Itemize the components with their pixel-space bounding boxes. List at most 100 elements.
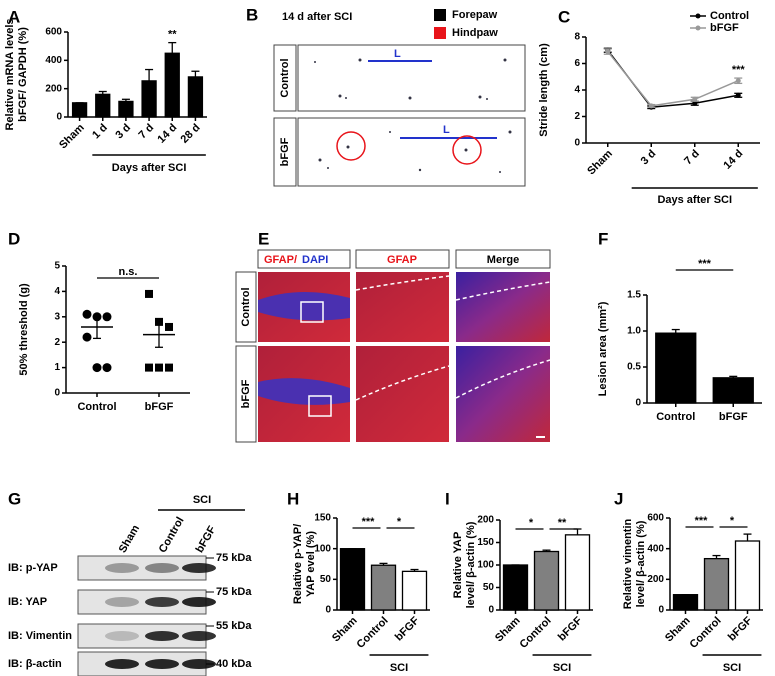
panel-letter: A: [8, 7, 20, 26]
significance: ***: [362, 516, 376, 528]
y-axis-label: level/ β-actin (%): [635, 520, 647, 607]
panel-letter: H: [287, 489, 299, 508]
row-label: bFGF: [240, 379, 252, 408]
y-tick-label: 0: [488, 605, 494, 616]
y-tick-label: 1.5: [627, 290, 641, 301]
border-line: [355, 365, 450, 401]
blot-row-label: IB: β-actin: [8, 658, 62, 670]
y-tick-label: 2: [54, 337, 60, 348]
y-axis-label: Relative vimentin: [622, 518, 634, 609]
x-axis-label: Days after SCI: [112, 162, 187, 174]
panel-letter: C: [558, 7, 570, 26]
y-tick-label: 0: [325, 605, 331, 616]
y-tick-label: 150: [477, 537, 494, 548]
point: [735, 92, 741, 98]
row-label-box: [273, 44, 297, 112]
panel-b: B 14 d after SCI Forepaw Hindpaw Control…: [246, 5, 526, 187]
bar: [502, 564, 529, 611]
micrograph: [456, 346, 550, 442]
lesion-band: [258, 378, 350, 405]
chart: C Stride length (cm) 0 2 4 6 8 Sham 3 d 7 d 14 d Da…: [538, 7, 760, 206]
size-label: 55 kDa: [216, 620, 252, 632]
y-tick-label: 100: [314, 543, 331, 554]
chart: H Relative p-YAP/YAP evel (%) 0 50 100 150 Sha…: [287, 489, 430, 674]
border-line: [455, 281, 551, 301]
lane-label: Control: [157, 515, 187, 555]
header: GFAP: [387, 254, 417, 266]
x-tick-label: Control: [656, 411, 695, 423]
hindpaw-circle: [452, 135, 482, 165]
legend-swatch: [434, 27, 446, 39]
bar: [187, 76, 204, 118]
point: [692, 96, 698, 102]
hindpaw-circle: [336, 131, 366, 161]
lane-label: bFGF: [194, 524, 219, 555]
y-tick-label: 200: [647, 574, 664, 585]
x-tick-label: 14 d: [155, 122, 179, 146]
y-tick-label: 100: [477, 560, 494, 571]
x-tick-label: 3 d: [639, 148, 659, 168]
bar: [712, 377, 754, 404]
y-tick-label: 1: [54, 362, 60, 373]
panel-title: 14 d after SCI: [282, 11, 352, 23]
x-tick-label: Control: [355, 615, 391, 651]
significance: ***: [732, 64, 746, 76]
group-label: SCI: [193, 494, 211, 506]
point: [165, 363, 173, 372]
y-tick-label: 8: [574, 32, 580, 43]
y-tick-label: 200: [45, 83, 62, 94]
band: [145, 563, 179, 573]
bar: [141, 80, 157, 118]
panel-g: G SCI Sham Control bFGF IB: p-YAP 75 kDa IB: …: [8, 489, 252, 676]
point: [735, 78, 741, 84]
legend-label: Control: [710, 10, 749, 22]
stride-label: L: [394, 48, 401, 60]
group-label: SCI: [553, 662, 571, 674]
panel-letter: I: [445, 489, 450, 508]
band: [145, 659, 179, 669]
y-tick-label: 0: [574, 138, 580, 149]
y-tick-label: 3: [54, 311, 60, 322]
legend-marker: [695, 13, 701, 19]
panel-e: E GFAP/ DAPI GFAP Merge Control bFGF: [235, 229, 551, 443]
series-line: [607, 51, 739, 107]
panel-letter: D: [8, 229, 20, 248]
band: [105, 597, 139, 607]
y-axis-label: Relative YAP: [452, 532, 464, 599]
legend-label: Hindpaw: [452, 27, 498, 39]
y-tick-label: 4: [54, 286, 60, 297]
band: [182, 631, 216, 641]
bar: [95, 93, 111, 118]
x-tick-label: Sham: [493, 615, 523, 645]
y-tick-label: 400: [45, 55, 62, 66]
y-axis-label: Relative p-YAP/: [292, 524, 304, 604]
footprint-image: [297, 117, 526, 187]
y-tick-label: 6: [574, 58, 580, 69]
band: [145, 631, 179, 641]
bar: [401, 570, 428, 611]
x-tick-label: bFGF: [393, 614, 422, 643]
significance: *: [730, 515, 735, 527]
bar: [71, 102, 88, 118]
panel-letter: F: [598, 229, 608, 248]
header: DAPI: [302, 254, 328, 266]
x-tick-label: 1 d: [90, 122, 110, 142]
y-tick-label: 0: [56, 112, 62, 123]
y-axis-label: YAP evel (%): [305, 531, 317, 597]
x-tick-label: Sham: [663, 615, 693, 645]
y-tick-label: 0: [635, 398, 641, 409]
header: Merge: [487, 254, 519, 266]
footprints: [318, 130, 512, 173]
panel-letter: E: [258, 229, 269, 248]
micrograph: [356, 272, 449, 342]
significance: ***: [698, 258, 712, 270]
band: [182, 659, 216, 669]
bar: [703, 557, 730, 611]
y-tick-label: 5: [54, 261, 60, 272]
significance: **: [168, 29, 177, 41]
size-label: 75 kDa: [216, 552, 252, 564]
x-tick-label: Sham: [57, 122, 87, 152]
x-tick-label: 3 d: [113, 122, 133, 142]
y-axis-label: 50% threshold (g): [18, 283, 30, 376]
point: [82, 309, 92, 319]
